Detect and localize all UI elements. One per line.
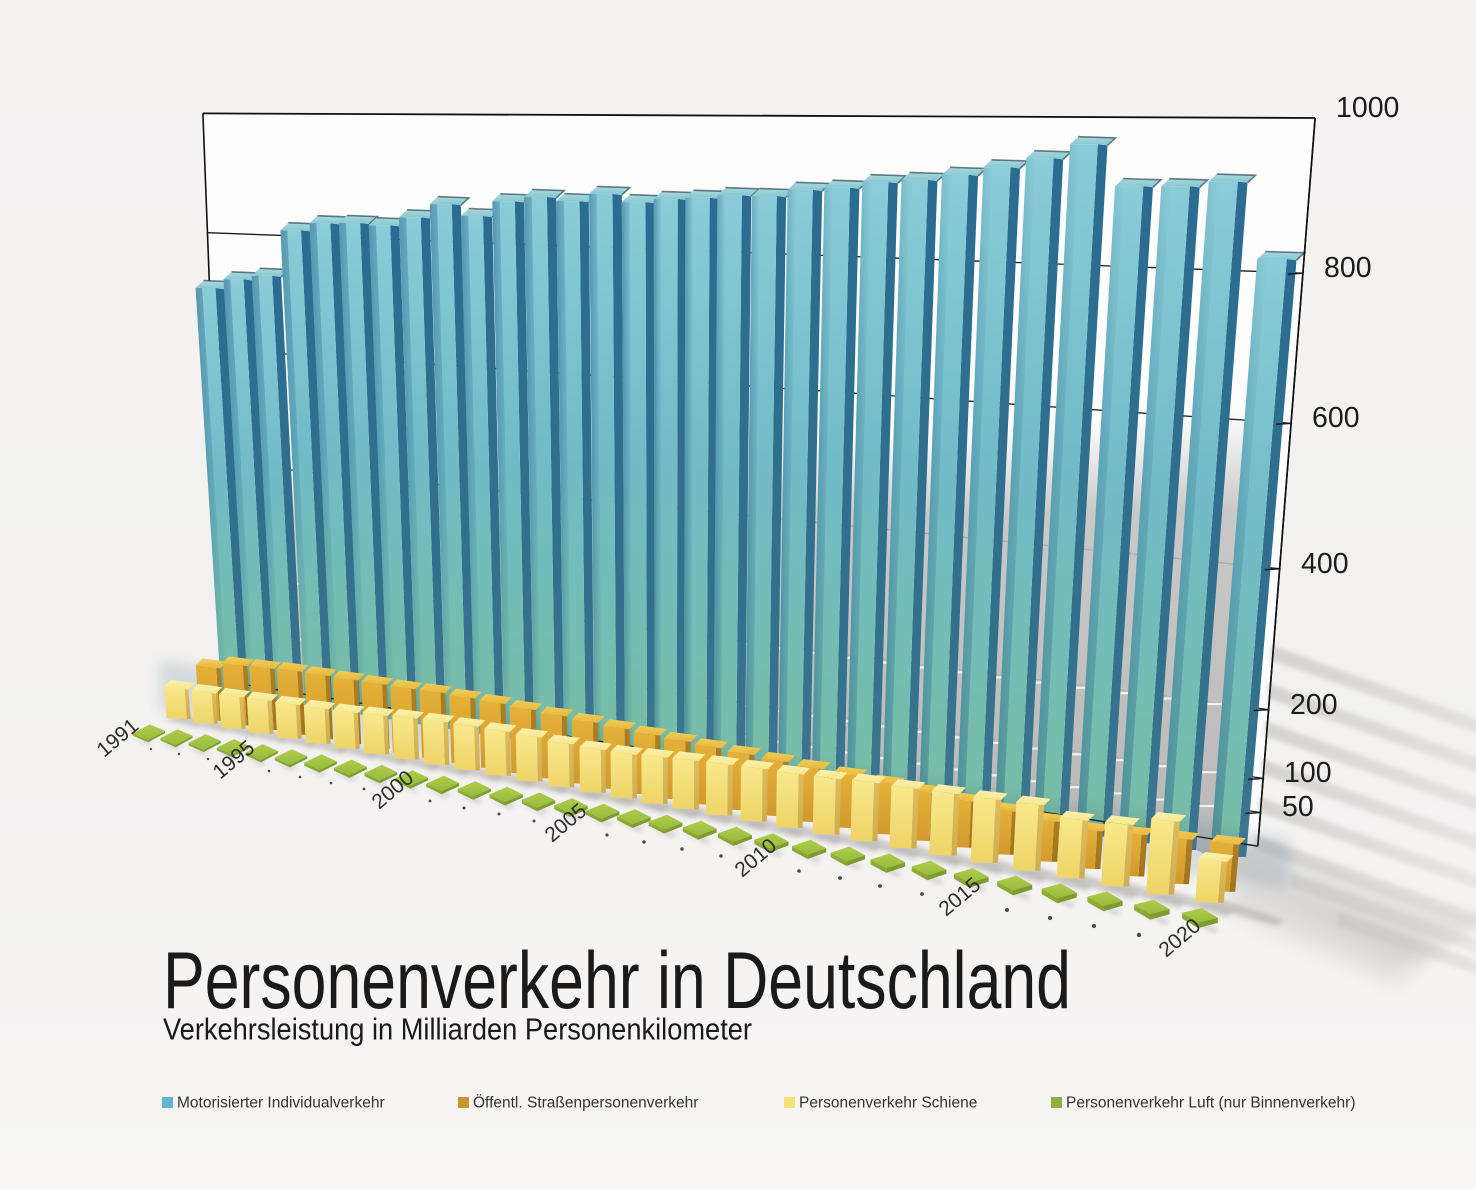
- svg-text:200: 200: [1290, 689, 1338, 721]
- svg-text:Verkehrsleistung in Milliarden: Verkehrsleistung in Milliarden Personenk…: [163, 1012, 752, 1047]
- svg-text:Motorisierter Individualverkeh: Motorisierter Individualverkehr: [177, 1095, 385, 1112]
- svg-text:Öffentl. Straßenpersonenverkeh: Öffentl. Straßenpersonenverkehr: [473, 1094, 698, 1112]
- svg-text:600: 600: [1312, 402, 1360, 434]
- svg-text:1000: 1000: [1336, 92, 1399, 124]
- svg-text:Personenverkehr Luft (nur Binn: Personenverkehr Luft (nur Binnenverkehr): [1066, 1095, 1355, 1112]
- svg-text:Personenverkehr Schiene: Personenverkehr Schiene: [799, 1095, 977, 1112]
- svg-text:800: 800: [1324, 252, 1372, 284]
- svg-text:400: 400: [1301, 548, 1349, 580]
- svg-text:50: 50: [1282, 791, 1314, 823]
- svg-text:Personenverkehr in Deutschland: Personenverkehr in Deutschland: [163, 936, 1071, 1026]
- svg-text:100: 100: [1284, 757, 1332, 789]
